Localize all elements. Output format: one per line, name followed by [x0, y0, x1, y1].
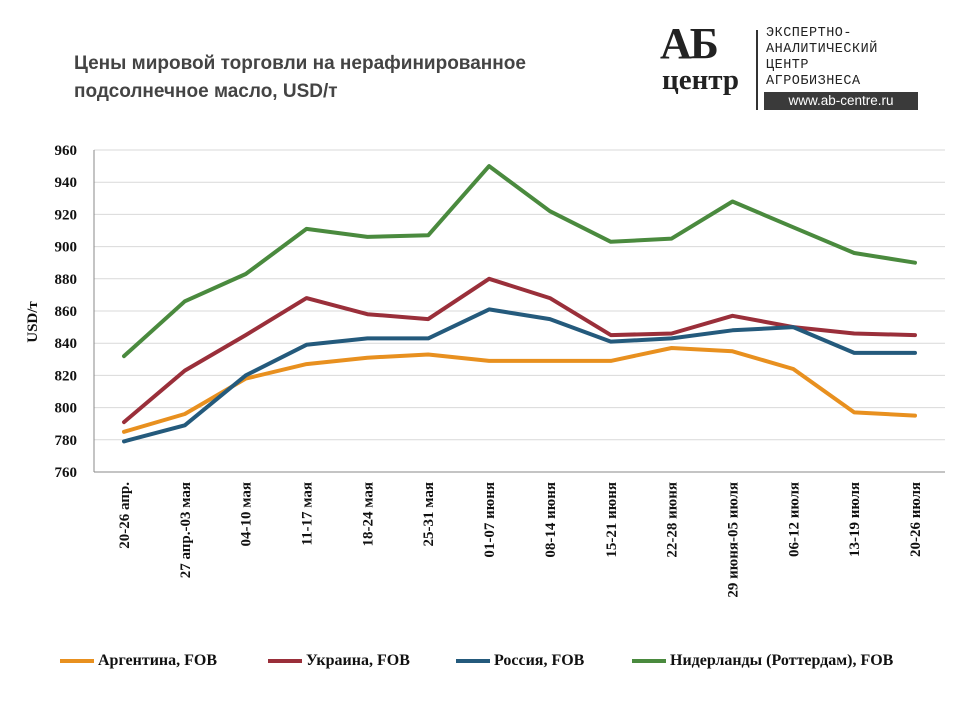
legend-label: Нидерланды (Роттердам), FOB [670, 652, 894, 669]
x-tick-label: 15-21 июня [604, 482, 620, 558]
legend-item: Нидерланды (Роттердам), FOB [632, 648, 893, 674]
logo-tagline-line2: АНАЛИТИЧЕСКИЙ [766, 42, 878, 57]
y-tick-label: 840 [55, 336, 78, 352]
legend-label: Россия, FOB [494, 652, 585, 669]
legend-swatch [60, 659, 94, 663]
logo-tagline-line1: ЭКСПЕРТНО- [766, 26, 853, 41]
legend-label: Аргентина, FOB [98, 652, 218, 669]
x-tick-label: 25-31 мая [421, 482, 437, 546]
chart-title-line2: подсолнечное масло, USD/т [74, 81, 338, 102]
legend-item: Аргентина, FOB [60, 648, 217, 674]
y-tick-label: 880 [55, 272, 78, 288]
y-tick-label: 760 [55, 465, 78, 481]
y-tick-label: 940 [55, 175, 78, 191]
x-tick-label: 27 апр.-03 мая [178, 482, 194, 578]
chart-title-line1: Цены мировой торговли на нерафинированно… [74, 53, 526, 74]
series-line-3 [122, 164, 917, 359]
legend-item: Россия, FOB [456, 648, 584, 674]
x-tick-label: 20-26 июля [908, 482, 924, 557]
x-tick-label: 01-07 июня [482, 482, 498, 558]
y-tick-label: 920 [55, 207, 78, 223]
logo-centr-text: центр [662, 64, 740, 96]
x-tick-label: 20-26 апр. [117, 482, 133, 549]
x-tick-label: 11-17 мая [300, 482, 316, 546]
x-tick-label: 06-12 июля [786, 482, 802, 557]
chart-legend: Аргентина, FOB Украина, FOB Россия, FOB Нид… [60, 648, 940, 674]
legend-swatch [268, 659, 302, 663]
y-axis-label: USD/т [25, 301, 41, 343]
logo-tagline-line4: АГРОБИЗНЕСА [766, 74, 861, 89]
y-tick-label: 960 [55, 143, 78, 159]
series-line-2 [122, 307, 917, 444]
logo-ab-text: АБ [660, 19, 719, 68]
x-tick-label: 22-28 июня [665, 482, 681, 558]
logo-tagline: ЭКСПЕРТНО- АНАЛИТИЧЕСКИЙ ЦЕНТР АГРОБИЗНЕ… [766, 26, 878, 90]
legend-swatch [632, 659, 666, 663]
y-tick-label: 860 [55, 304, 78, 320]
y-tick-label: 820 [55, 368, 78, 384]
y-tick-label: 900 [55, 240, 78, 256]
logo-divider [756, 30, 758, 110]
series-line-1 [122, 276, 917, 425]
y-tick-label: 780 [55, 433, 78, 449]
logo-url: www.ab-centre.ru [764, 92, 918, 110]
ab-centre-logo: АБ центр ЭКСПЕРТНО- АНАЛИТИЧЕСКИЙ ЦЕНТР … [660, 19, 930, 114]
legend-label: Украина, FOB [306, 652, 410, 669]
x-tick-label: 29 июня-05 июля [725, 482, 741, 598]
y-tick-label: 800 [55, 401, 78, 417]
legend-item: Украина, FOB [268, 648, 410, 674]
chart-title: Цены мировой торговли на нерафинированно… [74, 50, 634, 106]
logo-tagline-line3: ЦЕНТР [766, 58, 810, 73]
series-line-0 [122, 346, 917, 434]
x-tick-label: 18-24 мая [360, 482, 376, 546]
legend-swatch [456, 659, 490, 663]
x-tick-label: 08-14 июня [543, 482, 559, 558]
x-tick-label: 04-10 мая [239, 482, 255, 546]
x-tick-label: 13-19 июля [847, 482, 863, 557]
